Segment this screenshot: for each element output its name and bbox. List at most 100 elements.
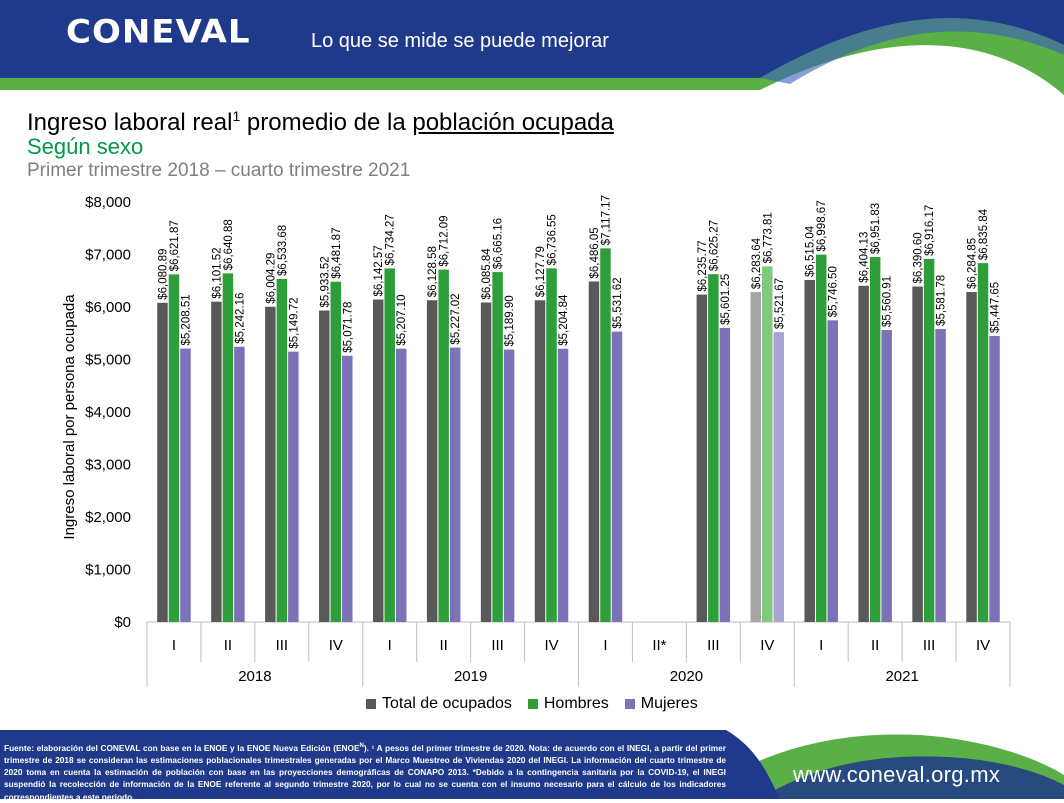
x-tick-label: II*: [652, 637, 666, 654]
data-label-hombres: $7,117.17: [600, 195, 612, 245]
y-tick-label: $0: [114, 614, 131, 631]
data-label-hombres: $6,734.27: [385, 214, 397, 265]
x-year-label: 2021: [885, 668, 918, 685]
footnote-sup: N: [359, 743, 364, 749]
data-label-total: $6,284.85: [967, 238, 979, 289]
x-tick-label: III: [276, 637, 289, 654]
bar-mujeres: [180, 348, 191, 622]
data-label-mujeres: $5,189.90: [504, 295, 516, 346]
data-label-total: $6,080.89: [157, 249, 169, 300]
data-label-hombres: $6,998.67: [816, 200, 828, 251]
data-label-mujeres: $5,204.84: [558, 294, 570, 346]
bar-mujeres: [503, 349, 515, 622]
bar-chart: $0 $1,000 $2,000 $3,000 $4,000 $5,000 $6,000 $7…: [61, 194, 1011, 687]
x-year-label: 2019: [454, 668, 487, 685]
bar-hombres: [600, 248, 611, 622]
data-label-total: $6,004.29: [265, 253, 277, 304]
chart-subtitle: Según sexo: [27, 134, 144, 159]
data-label-hombres: $6,481.87: [331, 228, 343, 279]
bar-mujeres: [288, 351, 299, 622]
y-tick-label: $8,000: [85, 194, 131, 211]
chart-legend: Total de ocupados Hombres Mujeres: [366, 694, 714, 714]
bar-hombres: [168, 274, 180, 622]
website-url[interactable]: www.coneval.org.mx: [793, 762, 1001, 787]
data-label-total: $6,486.05: [589, 227, 601, 278]
bar-mujeres: [342, 355, 353, 622]
data-label-total: $5,933.52: [319, 256, 331, 307]
bar-total: [912, 286, 923, 622]
bar-total: [319, 310, 330, 622]
x-tick-label: IV: [544, 637, 558, 654]
data-label-mujeres: $5,242.16: [234, 293, 246, 344]
data-label-hombres: $6,951.83: [870, 203, 882, 254]
data-label-hombres: $6,621.87: [169, 220, 181, 271]
data-label-total: $6,085.84: [481, 248, 493, 300]
slogan: Lo que se mide se puede mejorar: [311, 30, 609, 52]
data-label-total: $6,390.60: [913, 232, 925, 283]
data-label-hombres: $6,640.88: [223, 219, 235, 270]
footer-band: [0, 730, 1064, 799]
data-label-mujeres: $5,521.67: [774, 278, 786, 329]
y-tick-label: $3,000: [85, 457, 131, 474]
bar-hombres: [492, 272, 503, 622]
legend-label-hombres: Hombres: [543, 695, 609, 712]
x-tick-label: II: [871, 637, 879, 654]
data-label-mujeres: $5,447.65: [990, 282, 1002, 333]
bar-total: [426, 300, 438, 622]
legend-item-mujeres: Mujeres: [624, 695, 698, 713]
bar-total: [211, 301, 222, 622]
data-label-hombres: $6,916.17: [924, 205, 936, 256]
footnote-part1: Fuente: elaboración del CONEVAL con base…: [4, 742, 360, 753]
data-label-hombres: $6,665.16: [493, 218, 505, 269]
bar-mujeres: [881, 330, 892, 622]
data-label-hombres: $6,533.68: [277, 225, 289, 276]
x-year-label: 2018: [238, 668, 271, 685]
data-label-total: $6,515.04: [805, 225, 817, 277]
bar-total: [804, 279, 815, 622]
legend-swatch-total: [366, 699, 376, 709]
bar-hombres: [546, 268, 557, 622]
header-light-wave: [760, 18, 1064, 84]
footnote-part2: ). ¹ A pesos del primer trimestre de 202…: [4, 742, 726, 802]
data-label-mujeres: $5,531.62: [612, 277, 624, 328]
bar-total: [534, 300, 546, 622]
coneval-logo: CONEVAL: [66, 13, 251, 51]
x-tick-label: III: [707, 637, 720, 654]
data-label-mujeres: $5,208.51: [180, 294, 192, 345]
bar-mujeres: [935, 328, 946, 622]
x-tick-label: III: [923, 637, 936, 654]
bar-hombres: [330, 281, 342, 622]
footer-blue-wave: [0, 730, 780, 799]
y-axis-label: Ingreso laboral por persona ocupada: [61, 294, 78, 540]
x-tick-label: II: [224, 637, 232, 654]
data-label-total: $6,127.79: [535, 246, 547, 297]
legend-swatch-hombres: [527, 699, 538, 709]
bar-total: [588, 281, 600, 622]
data-label-mujeres: $5,601.25: [720, 274, 732, 325]
bar-hombres: [815, 254, 827, 622]
bar-mujeres: [989, 335, 1000, 622]
legend-item-hombres: Hombres: [527, 695, 609, 713]
bar-total: [696, 294, 708, 622]
header-blue-wave: [0, 0, 1064, 78]
chart-period: Primer trimestre 2018 – cuarto trimestre…: [27, 160, 411, 181]
bar-hombres: [869, 257, 881, 622]
x-tick-label: II: [439, 637, 447, 654]
bar-hombres: [276, 278, 288, 622]
data-label-total: $6,101.52: [211, 247, 223, 298]
bar-hombres: [977, 263, 989, 622]
bar-mujeres: [611, 331, 623, 622]
data-label-mujeres: $5,071.78: [342, 302, 354, 353]
data-label-mujeres: $5,581.78: [936, 275, 948, 326]
x-tick-label: I: [603, 637, 607, 654]
data-label-hombres: $6,625.27: [708, 220, 720, 271]
title-superscript: 1: [232, 108, 241, 124]
data-label-mujeres: $5,746.50: [828, 266, 840, 317]
bar-mujeres: [827, 320, 838, 622]
data-label-mujeres: $5,560.91: [882, 276, 894, 327]
x-year-label: 2020: [670, 668, 703, 685]
bar-mujeres: [557, 348, 569, 622]
footer-blue-wave-right: [760, 756, 1064, 799]
data-label-mujeres: $5,149.72: [288, 297, 300, 348]
